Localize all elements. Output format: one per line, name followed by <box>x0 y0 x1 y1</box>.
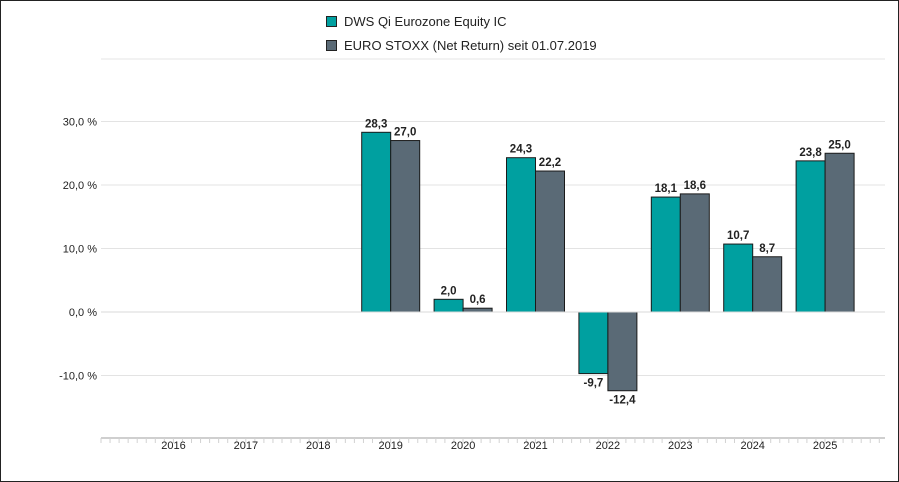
legend-swatch-benchmark <box>326 39 337 51</box>
data-label-fund: 2,0 <box>441 285 457 297</box>
bar-fund <box>723 243 754 313</box>
y-tick-label: -10,0 % <box>59 371 97 383</box>
data-label-benchmark: 8,7 <box>759 243 775 255</box>
y-tick-label: 30,0 % <box>63 117 97 129</box>
bar-benchmark <box>824 152 855 313</box>
data-label-fund: 18,1 <box>655 183 678 195</box>
data-label-benchmark: 25,0 <box>828 139 850 151</box>
data-label-benchmark: 0,6 <box>470 294 486 306</box>
x-tick-label: 2016 <box>161 440 185 452</box>
data-label-fund: 24,3 <box>510 144 532 156</box>
chart-legend: DWS Qi Eurozone Equity IC EURO STOXX (Ne… <box>326 11 597 59</box>
data-label-fund: 28,3 <box>365 118 387 130</box>
bar-benchmark <box>752 256 783 313</box>
y-tick-label: 10,0 % <box>63 244 97 256</box>
bar-fund <box>795 160 826 313</box>
bar-fund <box>650 196 681 313</box>
bar-fund <box>506 157 536 313</box>
legend-item-fund: DWS Qi Eurozone Equity IC <box>326 11 597 31</box>
data-label-fund: 10,7 <box>727 230 749 242</box>
bar-fund <box>361 131 392 313</box>
x-tick-label: 2022 <box>596 440 620 452</box>
bar-benchmark <box>535 170 565 313</box>
data-label-benchmark: 27,0 <box>394 127 416 139</box>
x-tick-label: 2017 <box>234 440 258 452</box>
x-tick-label: 2018 <box>306 440 330 452</box>
legend-label-benchmark: EURO STOXX (Net Return) seit 01.07.2019 <box>344 37 597 53</box>
legend-label-fund: DWS Qi Eurozone Equity IC <box>344 13 507 29</box>
legend-item-benchmark: EURO STOXX (Net Return) seit 01.07.2019 <box>326 35 597 55</box>
x-tick-label: 2021 <box>523 440 547 452</box>
legend-swatch-fund <box>326 15 337 27</box>
bar-benchmark <box>462 307 493 313</box>
x-tick-label: 2020 <box>451 440 475 452</box>
bar-benchmark <box>607 311 638 392</box>
y-tick-label: 0,0 % <box>69 307 97 319</box>
bar-fund <box>433 298 464 313</box>
x-tick-label: 2025 <box>813 440 837 452</box>
y-tick-label: 20,0 % <box>63 180 97 192</box>
data-label-fund: 23,8 <box>799 147 822 159</box>
bar-benchmark <box>679 193 710 313</box>
bar-fund <box>578 311 609 375</box>
x-tick-label: 2019 <box>378 440 402 452</box>
x-tick-label: 2024 <box>740 440 764 452</box>
data-label-fund: -9,7 <box>583 378 603 390</box>
x-tick-label: 2023 <box>668 440 692 452</box>
data-label-benchmark: 22,2 <box>539 157 561 169</box>
data-label-benchmark: 18,6 <box>684 180 706 192</box>
bar-benchmark <box>390 140 421 313</box>
data-label-benchmark: -12,4 <box>609 395 636 407</box>
